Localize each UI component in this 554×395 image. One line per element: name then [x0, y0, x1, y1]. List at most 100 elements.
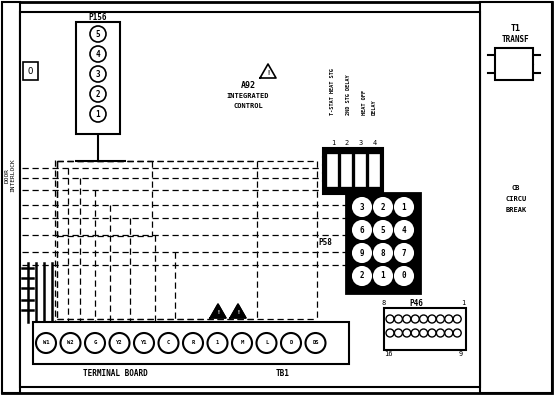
Text: HEAT OFF: HEAT OFF: [362, 90, 367, 115]
Circle shape: [353, 221, 371, 239]
Text: !: !: [216, 310, 220, 316]
Circle shape: [445, 315, 453, 323]
Circle shape: [353, 267, 371, 285]
Circle shape: [419, 315, 428, 323]
Circle shape: [445, 329, 453, 337]
Text: !: !: [236, 310, 240, 316]
Circle shape: [232, 333, 252, 353]
Text: T1: T1: [511, 23, 521, 32]
Text: W2: W2: [67, 340, 74, 346]
Text: 16: 16: [384, 351, 392, 357]
Circle shape: [374, 267, 392, 285]
Text: 8: 8: [382, 300, 386, 306]
Circle shape: [394, 329, 402, 337]
Circle shape: [90, 46, 106, 62]
Text: P156: P156: [89, 13, 107, 21]
Text: TB1: TB1: [276, 369, 290, 378]
Circle shape: [208, 333, 228, 353]
Circle shape: [60, 333, 80, 353]
Bar: [495, 48, 533, 80]
Bar: [323, 148, 383, 194]
Text: R: R: [191, 340, 194, 346]
Text: DOOR
INTERLOCK: DOOR INTERLOCK: [4, 158, 16, 192]
Text: 9: 9: [360, 248, 365, 258]
Circle shape: [158, 333, 178, 353]
Bar: [369, 154, 379, 186]
Circle shape: [411, 329, 419, 337]
Text: CIRCU: CIRCU: [505, 196, 527, 202]
Circle shape: [403, 329, 411, 337]
Bar: [76, 22, 120, 134]
Text: 1: 1: [331, 140, 335, 146]
Text: TRANSF: TRANSF: [502, 34, 530, 43]
Circle shape: [281, 333, 301, 353]
Circle shape: [110, 333, 130, 353]
Circle shape: [374, 198, 392, 216]
Text: 1: 1: [216, 340, 219, 346]
Text: 2: 2: [381, 203, 386, 211]
Text: 4: 4: [373, 140, 377, 146]
Text: 3: 3: [359, 140, 363, 146]
Circle shape: [403, 315, 411, 323]
Circle shape: [437, 315, 444, 323]
Circle shape: [90, 66, 106, 82]
Text: 8: 8: [381, 248, 386, 258]
Polygon shape: [210, 304, 226, 318]
Circle shape: [437, 329, 444, 337]
Text: W1: W1: [43, 340, 49, 346]
Text: 2: 2: [96, 90, 100, 98]
Circle shape: [386, 329, 394, 337]
Text: CONTROL: CONTROL: [233, 103, 263, 109]
Bar: [2, 2, 20, 393]
Text: 9: 9: [459, 351, 463, 357]
Circle shape: [453, 315, 461, 323]
Circle shape: [453, 329, 461, 337]
Text: 3: 3: [96, 70, 100, 79]
Text: 1: 1: [402, 203, 406, 211]
Text: BREAK: BREAK: [505, 207, 527, 213]
Circle shape: [428, 315, 436, 323]
Bar: [341, 154, 351, 186]
Polygon shape: [260, 64, 276, 78]
Text: Y2: Y2: [116, 340, 123, 346]
Text: P58: P58: [318, 237, 332, 246]
Bar: [384, 308, 466, 350]
Bar: [23, 62, 38, 80]
Circle shape: [353, 198, 371, 216]
Bar: [20, 12, 480, 387]
Text: D: D: [289, 340, 293, 346]
Text: 2ND STG DELAY: 2ND STG DELAY: [346, 74, 351, 115]
Bar: [480, 2, 552, 393]
Text: DS: DS: [312, 340, 319, 346]
Circle shape: [257, 333, 276, 353]
Text: 1: 1: [381, 271, 386, 280]
Text: 4: 4: [96, 49, 100, 58]
Circle shape: [411, 315, 419, 323]
Text: INTEGRATED: INTEGRATED: [227, 93, 269, 99]
Circle shape: [305, 333, 326, 353]
Text: 2: 2: [345, 140, 349, 146]
Circle shape: [36, 333, 56, 353]
Bar: [346, 193, 420, 293]
Text: 4: 4: [402, 226, 406, 235]
Circle shape: [419, 329, 428, 337]
Circle shape: [90, 26, 106, 42]
Circle shape: [374, 244, 392, 262]
Text: 6: 6: [360, 226, 365, 235]
Text: CB: CB: [512, 185, 520, 191]
Circle shape: [134, 333, 154, 353]
Circle shape: [85, 333, 105, 353]
Text: Y1: Y1: [141, 340, 147, 346]
Circle shape: [386, 315, 394, 323]
Text: DELAY: DELAY: [372, 100, 377, 115]
Text: L: L: [265, 340, 268, 346]
Circle shape: [428, 329, 436, 337]
Text: 1: 1: [96, 109, 100, 118]
Circle shape: [395, 267, 413, 285]
Circle shape: [395, 198, 413, 216]
Circle shape: [395, 244, 413, 262]
Text: T-STAT HEAT STG: T-STAT HEAT STG: [331, 68, 336, 115]
Text: 3: 3: [360, 203, 365, 211]
Circle shape: [90, 86, 106, 102]
Circle shape: [394, 315, 402, 323]
